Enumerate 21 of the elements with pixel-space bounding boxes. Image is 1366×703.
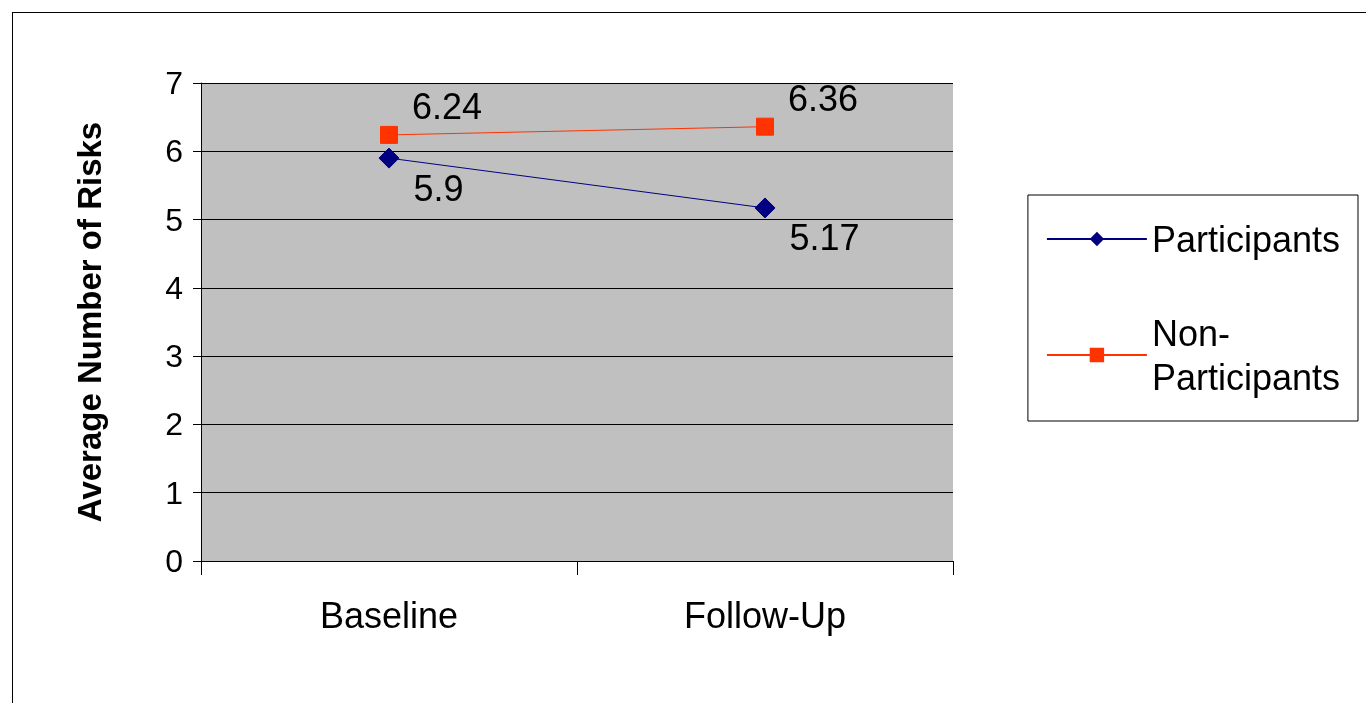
data-label: 5.17 (789, 217, 860, 259)
y-tick-label: 0 (165, 543, 183, 579)
point (380, 125, 398, 144)
y-tick-label: 4 (165, 269, 183, 306)
data-label: 5.9 (413, 167, 464, 209)
y-tick-label: 3 (165, 338, 183, 375)
data-label: 6.24 (412, 86, 483, 128)
point (754, 197, 776, 219)
y-tick-label: 6 (165, 133, 183, 170)
y-axis-title: Average Number of Risks (71, 121, 108, 523)
y-tick-label: 7 (165, 65, 183, 101)
point (378, 147, 400, 169)
legend-label: Participants (1151, 218, 1341, 260)
y-tick-label: 1 (165, 474, 183, 511)
x-tick-label: Baseline (319, 594, 459, 636)
y-tick-label: 2 (165, 406, 183, 443)
data-label: 6.36 (788, 78, 859, 120)
legend-label: Non-Participants (1151, 312, 1341, 398)
point (756, 117, 774, 136)
y-tick-label: 5 (165, 201, 183, 238)
x-tick-label: Follow-Up (683, 594, 847, 636)
